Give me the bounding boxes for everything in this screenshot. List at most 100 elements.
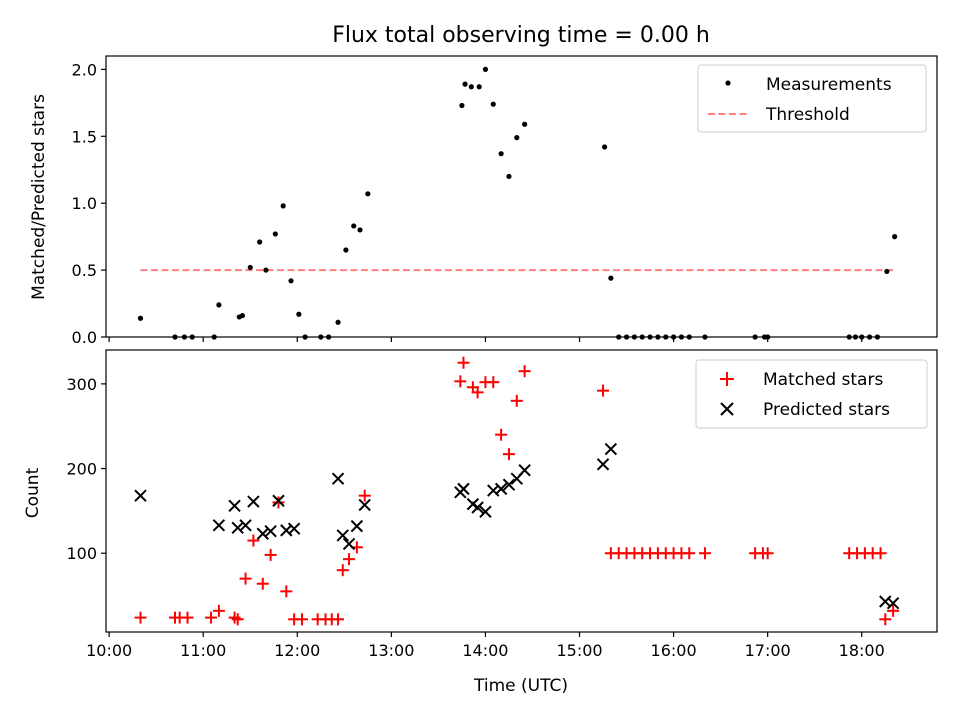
matched-stars-point-27 [471,386,484,399]
predicted-stars-point-13 [342,537,356,551]
matched-stars-point-4 [205,611,218,624]
measurement-point-54 [884,268,890,275]
measurement-point-24 [462,81,468,87]
x-tick-label-6: 16:00 [651,641,697,660]
matched-stars-point-54 [874,547,887,560]
measurement-point-18 [335,319,341,325]
legend-measurements-label: Measurements [766,75,892,95]
top-y-axis-label: Matched/Predicted stars [29,94,49,300]
measurement-point-55 [892,234,898,240]
chart-title: Flux total observing time = 0.00 h [332,23,710,48]
legend-predicted-label: Predicted stars [763,400,890,420]
matched-stars-point-13 [280,585,293,598]
x-tick-label-1: 11:00 [180,641,226,660]
measurement-point-33 [602,144,608,150]
matched-stars-point-9 [247,534,260,547]
predicted-stars-point-23 [502,478,516,491]
matched-stars-point-29 [487,376,500,389]
predicted-stars-point-25 [518,464,531,477]
measurement-point-27 [482,66,489,72]
matched-stars-point-25 [457,356,470,369]
bottom-y-axis-label: Count [23,467,43,518]
legend-matched-label: Matched stars [763,370,883,390]
measurement-point-0 [137,315,144,321]
measurement-point-9 [257,239,263,245]
measurement-point-21 [357,227,363,233]
matched-stars-point-3 [181,611,194,624]
predicted-stars-point-19 [471,501,484,514]
measurement-point-12 [280,203,286,209]
predicted-stars-point-2 [228,499,241,513]
y-tick-label-0-1: 0.5 [72,261,97,280]
measurement-point-23 [459,102,465,109]
measurement-point-26 [476,84,482,90]
predicted-stars-point-29 [886,597,900,610]
top-axes-marks [137,66,898,340]
top-axes-frame [105,55,938,338]
y-tick-label-0-3: 1.5 [72,127,97,146]
matched-stars-point-0 [134,611,147,624]
matched-stars-point-34 [597,384,610,397]
x-tick-label-5: 15:00 [556,641,602,660]
measurement-point-14 [296,311,302,317]
predicted-stars-point-22 [494,482,508,496]
predicted-stars-point-27 [604,442,618,456]
predicted-stars-point-20 [479,505,492,518]
matched-stars-point-20 [336,564,349,577]
predicted-stars-point-1 [212,519,226,532]
legend-matched-marker [720,372,734,386]
matched-stars-point-30 [495,428,508,441]
y-tick-label-0-0: 0.0 [72,328,97,347]
matched-stars-point-31 [502,448,515,461]
matched-stars-point-21 [343,553,356,566]
measurement-point-20 [351,223,357,229]
matched-stars-point-55 [879,613,892,626]
predicted-stars-point-10 [287,522,301,535]
measurement-point-7 [239,312,246,319]
bottom-axes: 100 200 300 10:00 11:00 12:00 13:00 14:00 15:00 1… [23,349,938,696]
matched-stars-point-49 [761,547,774,560]
predicted-stars-point-15 [358,498,371,512]
matched-stars-point-19 [332,613,345,626]
bottom-axes-frame [105,349,938,633]
matched-stars-point-24 [454,375,467,388]
predicted-stars-point-17 [457,482,470,496]
matched-stars-point-11 [264,548,277,561]
measurement-point-10 [263,267,269,273]
y-tick-label-0-4: 2.0 [72,60,97,79]
top-legend: Measurements Threshold [697,64,927,133]
matched-stars-point-32 [510,394,523,407]
y-tick-label-1-0: 100 [66,544,97,563]
measurement-point-32 [522,121,528,127]
matched-stars-point-8 [239,572,252,585]
y-tick-label-0-2: 1.0 [72,194,97,213]
matched-stars-point-45 [683,547,696,560]
measurement-point-25 [468,84,474,90]
bottom-axes-ticks: 100 200 300 10:00 11:00 12:00 13:00 14:00 15:00 1… [66,375,884,660]
x-tick-label-4: 14:00 [462,641,508,660]
legend-predicted-marker [720,402,734,416]
legend-measurements-marker [725,80,731,86]
predicted-stars-point-11 [331,472,345,485]
y-tick-label-1-2: 300 [66,375,97,394]
matched-stars-point-5 [212,604,225,617]
predicted-stars-point-12 [336,529,349,542]
predicted-stars-point-0 [134,489,147,502]
matched-stars-point-46 [698,547,711,560]
predicted-stars-point-6 [256,527,269,540]
predicted-stars-point-5 [247,495,260,508]
matched-stars-point-12 [272,496,285,509]
x-tick-label-2: 12:00 [274,641,320,660]
predicted-stars-point-7 [264,525,277,538]
measurement-point-22 [365,191,371,197]
matched-stars-point-33 [518,365,531,378]
predicted-stars-point-26 [596,458,610,471]
measurement-point-11 [272,231,278,237]
bottom-axes-marks [134,356,900,626]
measurement-point-19 [343,247,349,253]
legend-threshold-label: Threshold [765,105,850,125]
measurement-point-13 [288,278,294,284]
measurement-point-34 [608,275,614,281]
matched-stars-point-56 [887,604,900,617]
matched-stars-point-23 [358,489,371,502]
